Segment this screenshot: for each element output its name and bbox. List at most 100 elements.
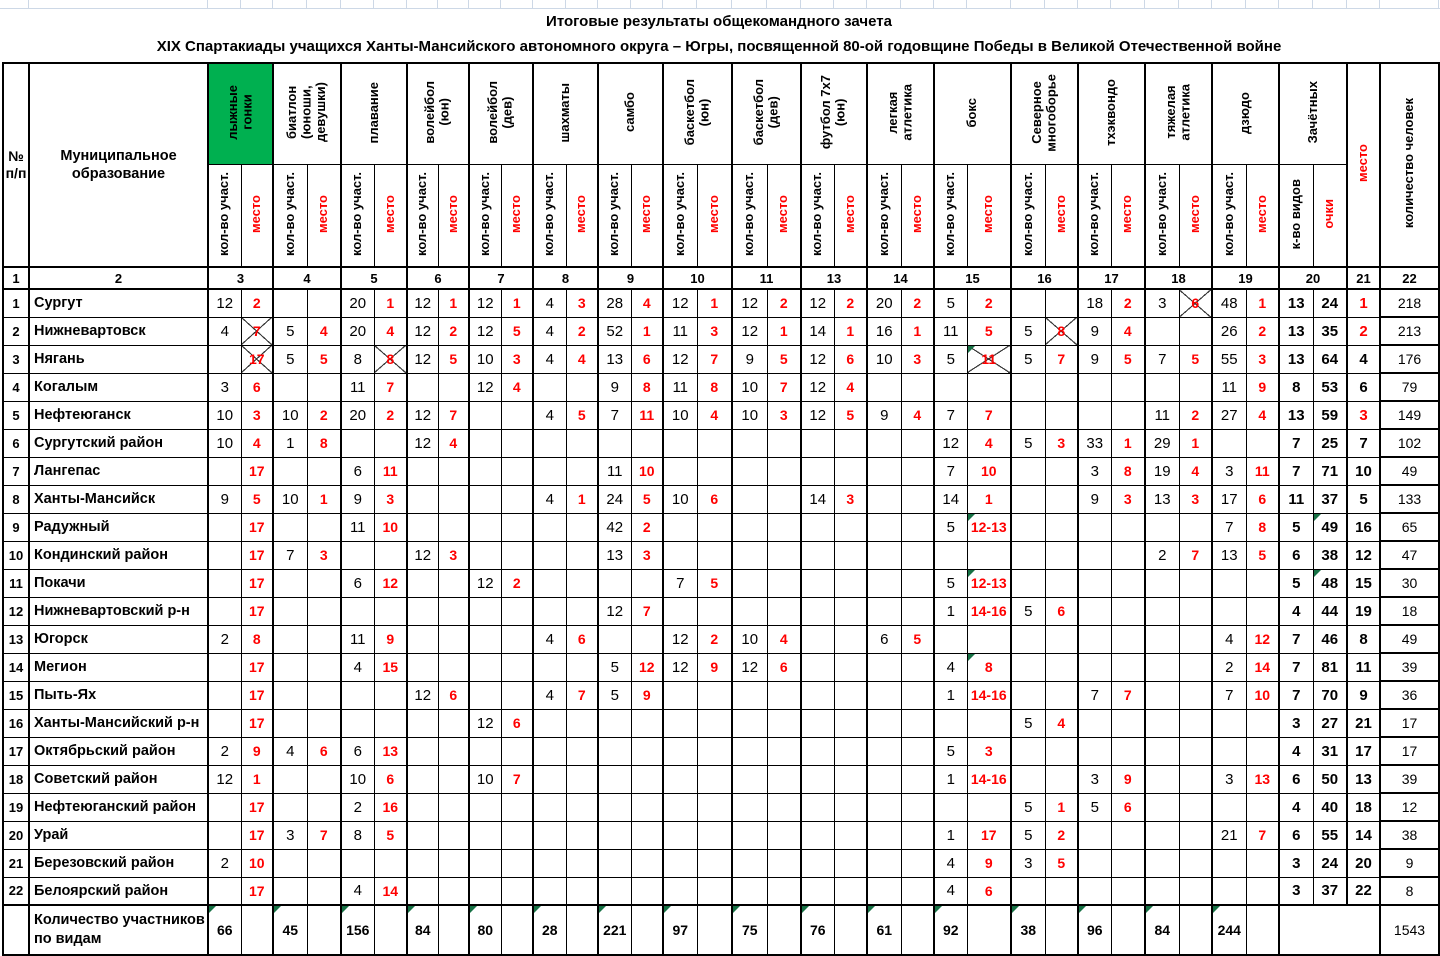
place-cell[interactable]: 8 xyxy=(240,624,274,654)
participants-cell[interactable]: 27 xyxy=(1211,400,1247,430)
participants-cell[interactable] xyxy=(468,400,502,430)
place-cell[interactable] xyxy=(373,708,408,738)
participants-cell[interactable] xyxy=(731,764,768,794)
place-cell[interactable]: 14-16 xyxy=(966,596,1012,626)
place-cell[interactable]: 13 xyxy=(1245,764,1280,794)
people-count-cell[interactable]: 17 xyxy=(1379,736,1440,766)
participants-cell[interactable]: 4 xyxy=(272,736,308,766)
participants-subheader-sambo[interactable]: кол-во участ. xyxy=(597,164,632,268)
place-cell[interactable] xyxy=(833,848,868,878)
final-place-cell[interactable]: 14 xyxy=(1346,820,1381,850)
place-cell[interactable] xyxy=(1044,400,1079,430)
participants-cell[interactable]: 21 xyxy=(1211,820,1247,850)
place-cell[interactable]: 14 xyxy=(1245,652,1280,682)
place-cell[interactable]: 6 xyxy=(696,484,733,514)
footer-label-cell[interactable]: Количество участников по видам xyxy=(28,904,209,956)
sport-total-place-cell-boxing[interactable] xyxy=(966,904,1012,956)
participants-cell[interactable] xyxy=(731,512,768,542)
participants-cell[interactable] xyxy=(731,820,768,850)
municipality-cell[interactable]: Березовский район xyxy=(28,848,209,878)
place-cell[interactable]: 6 xyxy=(966,876,1012,906)
place-cell[interactable] xyxy=(630,708,664,738)
place-cell[interactable] xyxy=(900,652,935,682)
participants-cell[interactable] xyxy=(597,792,632,822)
participants-cell[interactable]: 20 xyxy=(340,400,375,430)
participants-cell[interactable]: 11 xyxy=(662,372,698,402)
participants-cell[interactable]: 11 xyxy=(597,456,632,486)
place-cell[interactable] xyxy=(1245,876,1280,906)
place-cell[interactable] xyxy=(306,792,342,822)
participants-cell[interactable] xyxy=(340,540,375,570)
participants-cell[interactable] xyxy=(800,820,835,850)
place-cell[interactable] xyxy=(565,848,599,878)
place-cell[interactable]: 7 xyxy=(240,316,274,346)
participants-cell[interactable] xyxy=(1010,540,1046,570)
place-cell[interactable]: 1 xyxy=(1245,288,1280,318)
place-cell[interactable] xyxy=(500,540,534,570)
participants-cell[interactable] xyxy=(272,652,308,682)
points-cell[interactable]: 50 xyxy=(1312,764,1348,794)
place-cell[interactable] xyxy=(500,820,534,850)
place-cell[interactable]: 1 xyxy=(900,316,935,346)
participants-cell[interactable] xyxy=(1077,652,1112,682)
place-subheader-sambo[interactable]: место xyxy=(630,164,664,268)
participants-cell[interactable] xyxy=(1077,540,1112,570)
points-cell[interactable]: 40 xyxy=(1312,792,1348,822)
participants-cell[interactable] xyxy=(597,876,632,906)
place-cell[interactable] xyxy=(966,540,1012,570)
participants-cell[interactable] xyxy=(866,540,902,570)
participants-cell[interactable] xyxy=(1010,652,1046,682)
place-cell[interactable]: 2 xyxy=(630,512,664,542)
kinds-count-cell[interactable]: 7 xyxy=(1278,680,1314,710)
participants-subheader-taekwondo[interactable]: кол-во участ. xyxy=(1077,164,1112,268)
participants-cell[interactable] xyxy=(662,680,698,710)
sport-total-cell-weightlifting[interactable]: 84 xyxy=(1144,904,1180,956)
participants-cell[interactable]: 9 xyxy=(1077,344,1112,374)
place-cell[interactable]: 6 xyxy=(306,736,342,766)
place-cell[interactable]: 2 xyxy=(437,316,470,346)
sport-total-place-cell-football-7x7[interactable] xyxy=(833,904,868,956)
participants-cell[interactable] xyxy=(800,540,835,570)
place-cell[interactable] xyxy=(900,820,935,850)
participants-cell[interactable]: 7 xyxy=(933,456,968,486)
sport-total-place-cell-taekwondo[interactable] xyxy=(1110,904,1146,956)
participants-cell[interactable] xyxy=(933,540,968,570)
participants-cell[interactable] xyxy=(866,708,902,738)
participants-cell[interactable] xyxy=(207,344,242,374)
participants-cell[interactable] xyxy=(207,680,242,710)
place-cell[interactable]: 7 xyxy=(630,596,664,626)
place-cell[interactable] xyxy=(565,372,599,402)
place-cell[interactable] xyxy=(1110,596,1146,626)
sport-total-cell-football-7x7[interactable]: 76 xyxy=(800,904,835,956)
participants-cell[interactable]: 4 xyxy=(933,876,968,906)
participants-cell[interactable]: 12 xyxy=(662,652,698,682)
place-subheader-biathlon[interactable]: место xyxy=(306,164,342,268)
participants-cell[interactable] xyxy=(597,764,632,794)
place-cell[interactable] xyxy=(437,764,470,794)
place-cell[interactable] xyxy=(437,876,470,906)
participants-cell[interactable]: 12 xyxy=(406,680,439,710)
participants-cell[interactable] xyxy=(532,848,567,878)
sport-total-place-cell-weightlifting[interactable] xyxy=(1178,904,1213,956)
place-cell[interactable] xyxy=(437,596,470,626)
place-cell[interactable]: 1 xyxy=(565,484,599,514)
place-cell[interactable] xyxy=(766,820,802,850)
place-cell[interactable] xyxy=(966,624,1012,654)
participants-cell[interactable] xyxy=(532,568,567,598)
participants-cell[interactable]: 9 xyxy=(597,372,632,402)
participants-cell[interactable] xyxy=(662,428,698,458)
column-number-cell[interactable]: 2 xyxy=(28,266,209,290)
participants-cell[interactable] xyxy=(1077,736,1112,766)
footer-people-total-cell[interactable]: 1543 xyxy=(1379,904,1440,956)
place-subheader-volleyball-boys[interactable]: место xyxy=(437,164,470,268)
participants-cell[interactable]: 9 xyxy=(1077,484,1112,514)
sport-total-cell-taekwondo[interactable]: 96 xyxy=(1077,904,1112,956)
participants-cell[interactable]: 5 xyxy=(1010,792,1046,822)
place-cell[interactable] xyxy=(766,596,802,626)
place-cell[interactable]: 7 xyxy=(966,400,1012,430)
participants-cell[interactable]: 1 xyxy=(933,764,968,794)
participants-cell[interactable]: 12 xyxy=(468,708,502,738)
place-cell[interactable] xyxy=(966,372,1012,402)
place-cell[interactable]: 3 xyxy=(373,484,408,514)
place-cell[interactable]: 2 xyxy=(1245,316,1280,346)
